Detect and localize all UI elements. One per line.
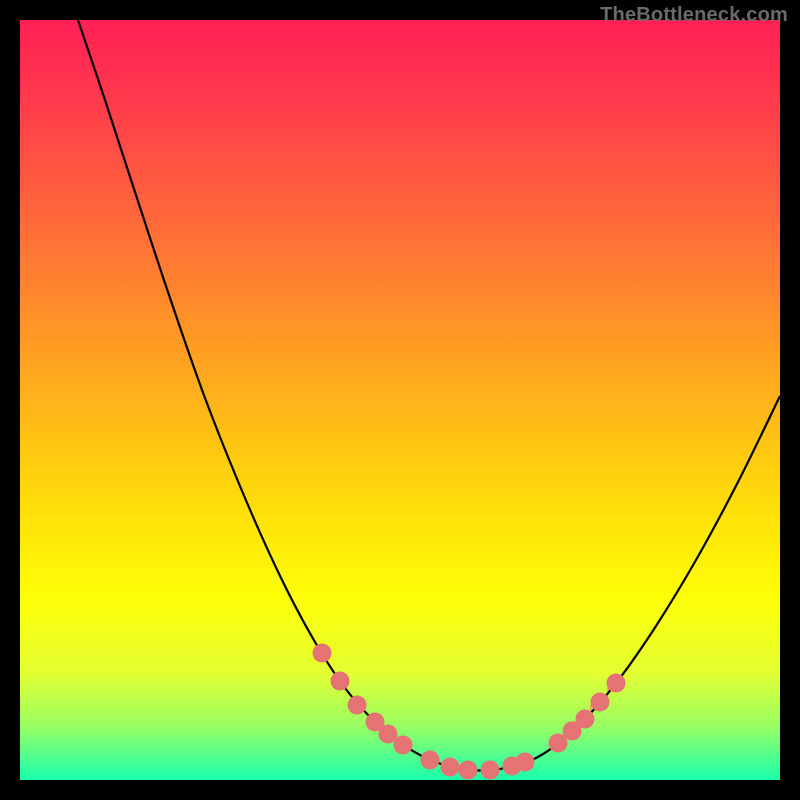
chart-svg xyxy=(20,20,780,780)
data-marker xyxy=(481,761,500,780)
data-marker xyxy=(394,736,413,755)
data-marker xyxy=(331,672,350,691)
data-marker xyxy=(441,758,460,777)
data-marker xyxy=(348,696,367,715)
data-marker xyxy=(421,751,440,770)
data-marker xyxy=(576,710,595,729)
data-marker xyxy=(591,693,610,712)
markers-group xyxy=(313,644,626,780)
watermark-text: TheBottleneck.com xyxy=(600,4,788,27)
data-marker xyxy=(607,674,626,693)
plot-area xyxy=(20,20,780,780)
data-marker xyxy=(459,761,478,780)
data-marker xyxy=(313,644,332,663)
data-marker xyxy=(516,753,535,772)
bottleneck-curve xyxy=(78,20,780,771)
